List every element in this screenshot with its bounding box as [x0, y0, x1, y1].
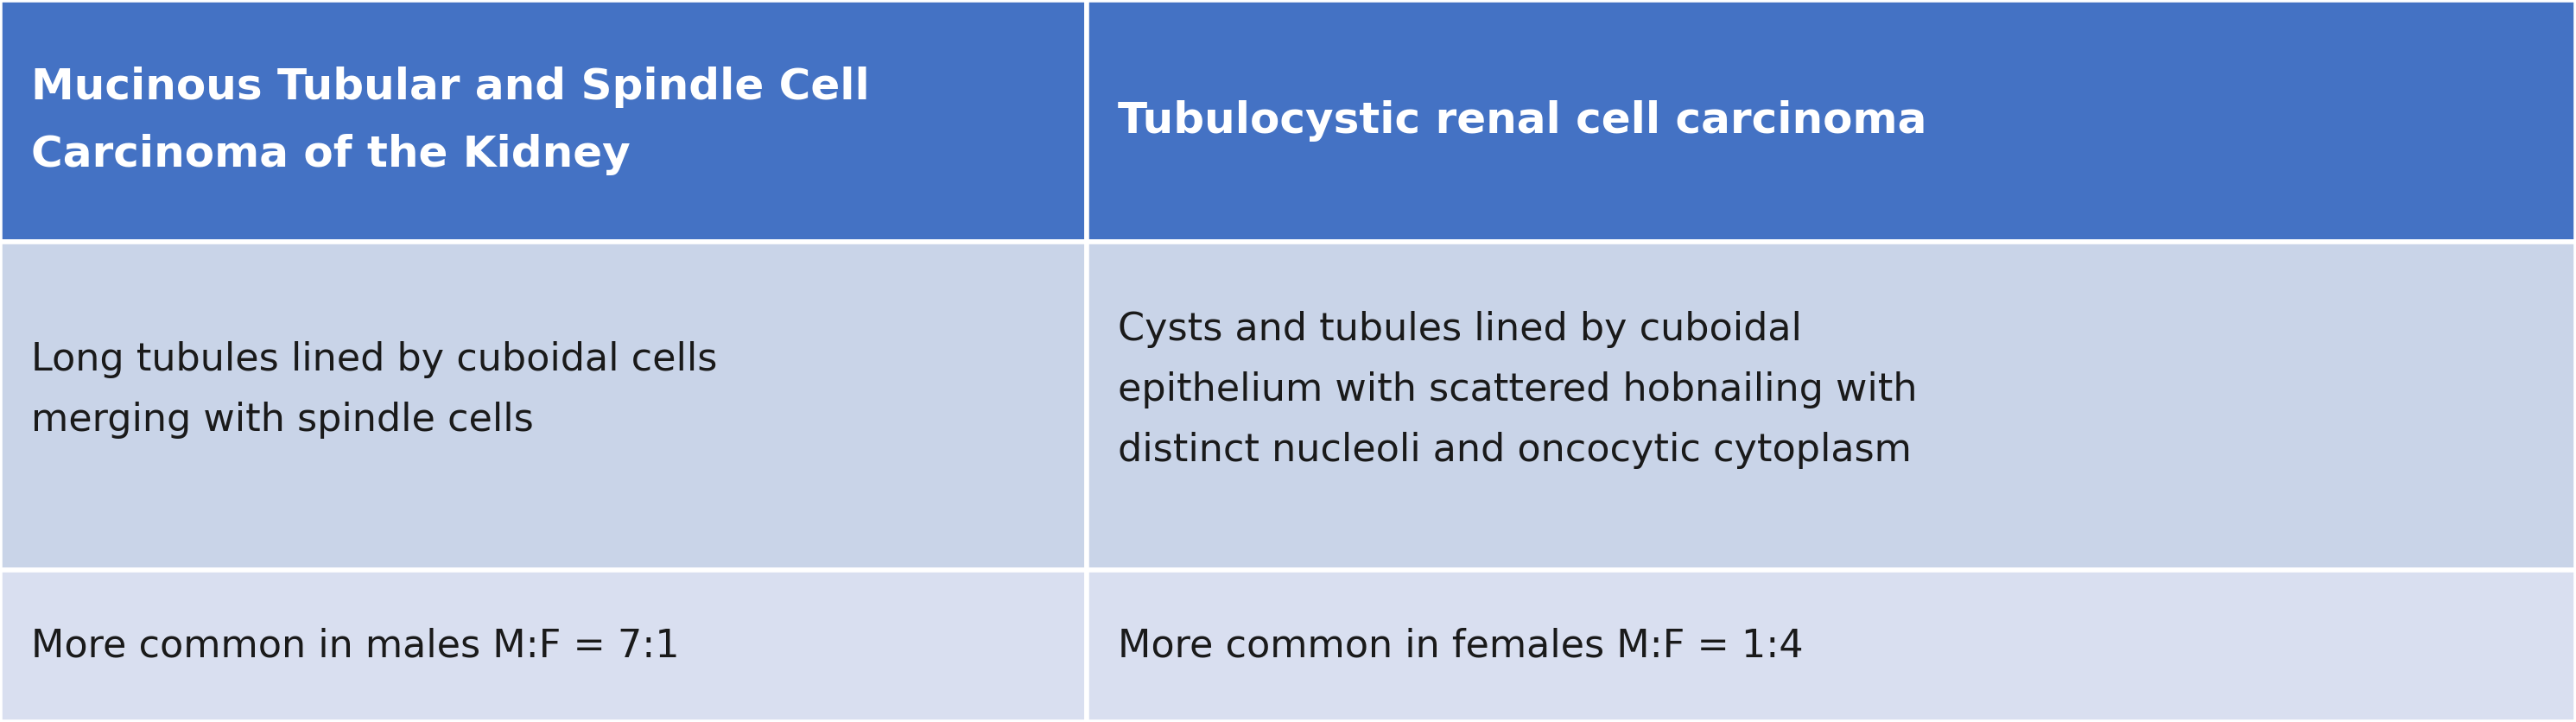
Bar [1087, 242, 2576, 570]
Text: Mucinous Tubular and Spindle Cell
Carcinoma of the Kidney: Mucinous Tubular and Spindle Cell Carcin… [31, 66, 871, 175]
Text: Tubulocystic renal cell carcinoma: Tubulocystic renal cell carcinoma [1118, 100, 1927, 142]
Bar [0, 0, 1087, 242]
Text: More common in males M:F = 7:1: More common in males M:F = 7:1 [31, 627, 680, 665]
Bar [0, 242, 1087, 570]
Bar [1087, 0, 2576, 242]
Text: Long tubules lined by cuboidal cells
merging with spindle cells: Long tubules lined by cuboidal cells mer… [31, 341, 716, 438]
Bar [0, 570, 1087, 722]
Bar [1087, 570, 2576, 722]
Text: Cysts and tubules lined by cuboidal
epithelium with scattered hobnailing with
di: Cysts and tubules lined by cuboidal epit… [1118, 310, 1917, 469]
Text: More common in females M:F = 1:4: More common in females M:F = 1:4 [1118, 627, 1803, 665]
